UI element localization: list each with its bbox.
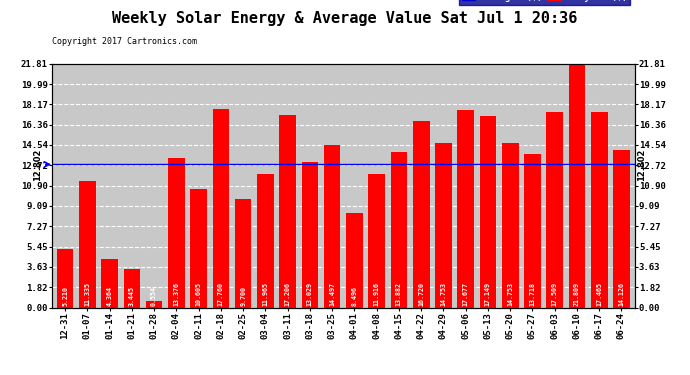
- Text: 0.554: 0.554: [151, 286, 157, 306]
- Bar: [502, 142, 518, 308]
- Bar: [413, 121, 429, 308]
- Bar: [146, 301, 162, 307]
- Bar: [57, 249, 73, 308]
- Bar: [569, 64, 585, 308]
- Text: 11.916: 11.916: [374, 282, 380, 306]
- Text: 11.335: 11.335: [84, 282, 90, 306]
- Bar: [124, 269, 140, 308]
- Text: 17.465: 17.465: [596, 282, 602, 306]
- Text: 12.802: 12.802: [32, 148, 41, 181]
- Bar: [546, 112, 563, 308]
- Text: 13.882: 13.882: [396, 282, 402, 306]
- Text: Weekly Solar Energy & Average Value Sat Jul 1 20:36: Weekly Solar Energy & Average Value Sat …: [112, 11, 578, 26]
- Bar: [101, 259, 118, 308]
- Bar: [613, 150, 630, 308]
- Text: 8.496: 8.496: [351, 286, 357, 306]
- Bar: [457, 110, 474, 308]
- Text: 17.149: 17.149: [485, 282, 491, 306]
- Bar: [435, 142, 452, 308]
- Text: 5.210: 5.210: [62, 286, 68, 306]
- Text: 21.809: 21.809: [574, 282, 580, 306]
- Bar: [257, 174, 274, 308]
- Legend: Average  ($), Daily    ($): Average ($), Daily ($): [459, 0, 630, 4]
- Bar: [79, 181, 96, 308]
- Text: 3.445: 3.445: [129, 286, 135, 306]
- Bar: [391, 152, 407, 308]
- Text: 10.605: 10.605: [196, 282, 201, 306]
- Bar: [213, 109, 229, 307]
- Text: 9.700: 9.700: [240, 286, 246, 306]
- Text: 12.802: 12.802: [637, 148, 646, 181]
- Text: 13.718: 13.718: [529, 282, 535, 306]
- Text: 14.126: 14.126: [618, 282, 624, 306]
- Bar: [368, 174, 385, 308]
- Text: 14.497: 14.497: [329, 282, 335, 306]
- Bar: [302, 162, 318, 308]
- Bar: [524, 154, 541, 308]
- Bar: [168, 158, 185, 308]
- Text: 13.029: 13.029: [307, 282, 313, 306]
- Text: 14.753: 14.753: [507, 282, 513, 306]
- Bar: [235, 199, 251, 308]
- Text: 17.206: 17.206: [285, 282, 290, 306]
- Text: 16.720: 16.720: [418, 282, 424, 306]
- Text: 11.965: 11.965: [262, 282, 268, 306]
- Text: Copyright 2017 Cartronics.com: Copyright 2017 Cartronics.com: [52, 38, 197, 46]
- Bar: [346, 213, 363, 308]
- Text: 13.376: 13.376: [173, 282, 179, 306]
- Bar: [279, 115, 296, 308]
- Bar: [480, 116, 496, 308]
- Text: 17.677: 17.677: [463, 282, 469, 306]
- Bar: [591, 112, 607, 308]
- Bar: [190, 189, 207, 308]
- Text: 17.509: 17.509: [552, 282, 558, 306]
- Text: 17.760: 17.760: [218, 282, 224, 306]
- Text: 14.753: 14.753: [440, 282, 446, 306]
- Text: 4.364: 4.364: [107, 286, 112, 306]
- Bar: [324, 146, 340, 308]
